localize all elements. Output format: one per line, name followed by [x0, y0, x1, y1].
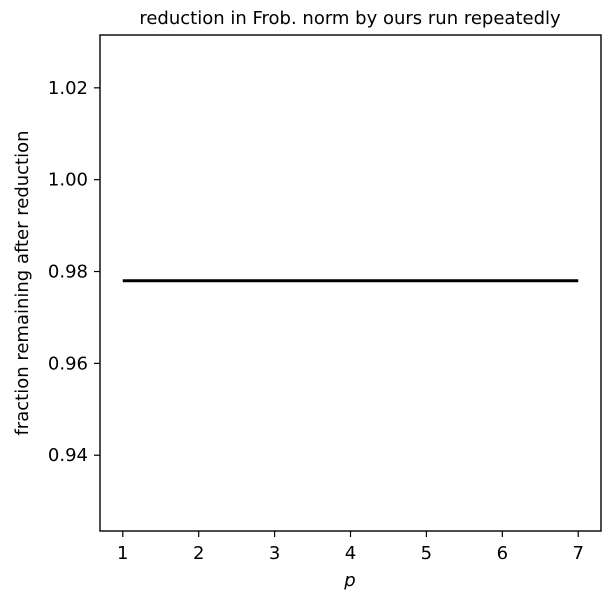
- x-tick-label: 1: [117, 543, 128, 564]
- y-axis: 0.94 0.96 0.98 1.00 1.02: [48, 78, 100, 466]
- y-tick-label: 1.02: [48, 78, 88, 99]
- x-tick-label: 3: [269, 543, 280, 564]
- y-axis-label: fraction remaining after reduction: [12, 130, 33, 435]
- x-tick-label: 6: [497, 543, 508, 564]
- y-tick-label: 0.96: [48, 353, 88, 374]
- y-tick-label: 0.94: [48, 445, 88, 466]
- x-tick-label: 5: [421, 543, 432, 564]
- x-axis-label: p: [343, 570, 355, 591]
- x-tick-label: 2: [193, 543, 204, 564]
- chart-title: reduction in Frob. norm by ours run repe…: [139, 8, 561, 29]
- x-axis: 1 2 3 4 5 6 7: [117, 531, 584, 564]
- y-tick-label: 0.98: [48, 262, 88, 283]
- x-tick-label: 7: [573, 543, 584, 564]
- x-tick-label: 4: [345, 543, 356, 564]
- y-tick-label: 1.00: [48, 170, 88, 191]
